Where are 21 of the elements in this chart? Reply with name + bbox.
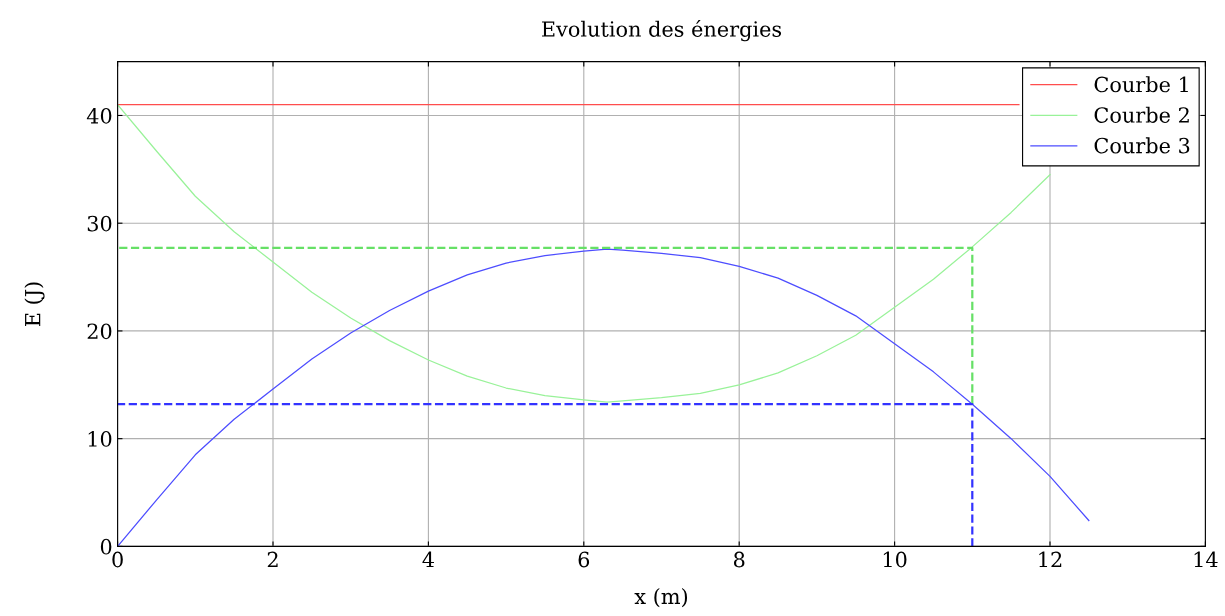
legend-label: Courbe 3 bbox=[1094, 137, 1190, 154]
y-tick-label: 20 bbox=[87, 323, 112, 340]
x-axis-title: x (m) bbox=[634, 588, 688, 608]
x-tick-label: 6 bbox=[578, 551, 590, 568]
y-tick-label: 0 bbox=[100, 538, 112, 555]
x-tick-label: 8 bbox=[733, 551, 745, 568]
y-axis-title: E (J) bbox=[24, 282, 45, 327]
line-series bbox=[117, 248, 1090, 547]
legend-label: Courbe 2 bbox=[1094, 106, 1189, 123]
y-tick-label: 30 bbox=[87, 215, 112, 232]
x-tick-label: 14 bbox=[1194, 551, 1218, 568]
y-tick-label: 10 bbox=[88, 431, 112, 447]
x-tick-label: 12 bbox=[1039, 551, 1062, 568]
chart-title: Evolution des énergies bbox=[542, 19, 782, 42]
y-tick-label: 40 bbox=[86, 107, 112, 124]
x-tick-label: 10 bbox=[883, 551, 907, 568]
line-series bbox=[117, 104, 1051, 403]
x-tick-label: 0 bbox=[112, 551, 123, 568]
x-tick-label: 4 bbox=[422, 551, 434, 568]
legend-label: Courbe 1 bbox=[1094, 76, 1188, 93]
x-tick-label: 2 bbox=[267, 551, 278, 568]
